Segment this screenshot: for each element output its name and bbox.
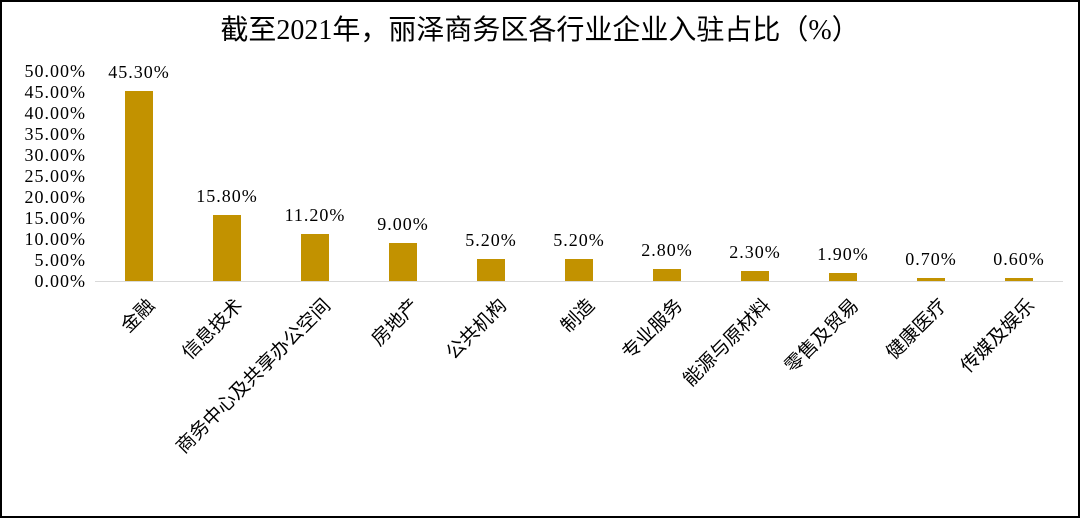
category-label: 商务中心及共享办公空间 xyxy=(172,295,336,458)
category-label: 房地产 xyxy=(367,295,424,351)
bar xyxy=(653,269,681,281)
bar xyxy=(477,259,505,281)
category-label: 能源与原材料 xyxy=(679,295,776,391)
bar-value-label: 11.20% xyxy=(284,204,346,225)
category-label: 传媒及娱乐 xyxy=(957,295,1040,378)
y-tick-label: 50.00% xyxy=(24,61,86,81)
y-tick-label: 40.00% xyxy=(24,103,86,123)
category-label: 零售及贸易 xyxy=(781,295,864,378)
bar xyxy=(125,90,153,281)
y-tick-label: 10.00% xyxy=(24,229,86,249)
bar xyxy=(829,273,857,281)
bar xyxy=(389,243,417,281)
bar xyxy=(741,271,769,281)
bar xyxy=(301,233,329,281)
y-tick-label: 15.00% xyxy=(24,208,86,228)
bar-value-label: 5.20% xyxy=(553,230,605,251)
bar-value-label: 2.80% xyxy=(641,240,693,261)
y-tick-label: 45.00% xyxy=(24,82,86,102)
bar-value-label: 5.20% xyxy=(465,230,517,251)
y-tick-label: 30.00% xyxy=(24,145,86,165)
bar-value-label: 9.00% xyxy=(377,214,429,235)
bar-value-label: 15.80% xyxy=(196,185,258,206)
bar-value-label: 0.70% xyxy=(905,249,957,270)
chart-title: 截至2021年，丽泽商务区各行业企业入驻占比（%） xyxy=(220,15,860,46)
y-tick-label: 0.00% xyxy=(34,271,86,291)
y-tick-label: 25.00% xyxy=(24,166,86,186)
category-label: 专业服务 xyxy=(618,295,688,364)
bar xyxy=(565,259,593,281)
category-label: 信息技术 xyxy=(178,295,248,364)
bar-value-label: 1.90% xyxy=(817,244,869,265)
bar-value-label: 2.30% xyxy=(729,242,781,263)
y-tick-label: 5.00% xyxy=(34,250,86,270)
bar xyxy=(1005,278,1033,281)
category-label: 制造 xyxy=(557,295,600,338)
category-label: 公共机构 xyxy=(442,295,512,364)
bar-value-label: 0.60% xyxy=(993,249,1045,270)
y-tick-label: 35.00% xyxy=(24,124,86,144)
category-label: 金融 xyxy=(117,295,160,338)
category-label: 健康医疗 xyxy=(882,295,952,364)
y-tick-label: 20.00% xyxy=(24,187,86,207)
bar-value-label: 45.30% xyxy=(108,61,170,82)
bar xyxy=(213,214,241,281)
x-axis-line xyxy=(95,281,1063,282)
bar xyxy=(917,278,945,281)
